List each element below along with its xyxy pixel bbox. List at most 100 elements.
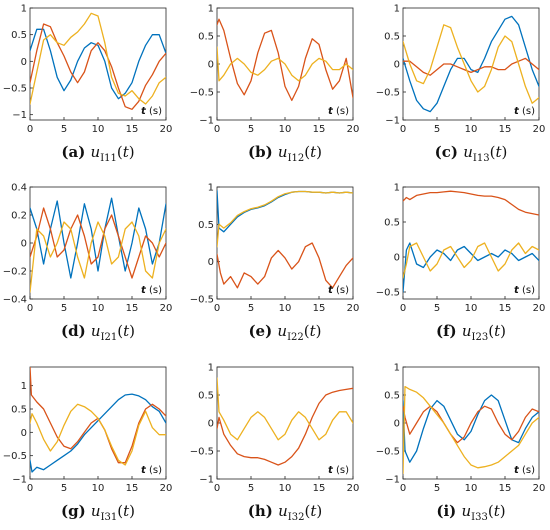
subplot-caption: (a) uI11(t) xyxy=(61,143,134,164)
y-tick-label: −0.5 xyxy=(376,447,400,458)
y-tick-label: 0.4 xyxy=(11,183,27,194)
axis-annotation: t (s) xyxy=(328,106,349,117)
y-tick-label: −1 xyxy=(385,116,400,127)
axis-annotation: t (s) xyxy=(328,285,349,296)
subplot-caption: (e) uI22(t) xyxy=(248,322,321,343)
x-tick-label: 15 xyxy=(499,303,512,314)
x-tick-label: 5 xyxy=(248,124,254,135)
axis-annotation: t (s) xyxy=(141,465,162,476)
series-line-1 xyxy=(403,242,539,293)
series-line-2 xyxy=(217,46,353,82)
x-tick-label: 20 xyxy=(533,303,546,314)
subplot-d: 0 5 10 15 20 −0.4 −0.2 0 0.2 0.4 t (s) (d) uI21(t) xyxy=(3,183,173,344)
y-tick-label: −0.5 xyxy=(190,88,214,99)
x-tick-label: 15 xyxy=(126,483,139,494)
y-tick-label: −0.2 xyxy=(3,267,27,278)
axis-annotation: t (s) xyxy=(514,106,535,117)
axis-annotation: t (s) xyxy=(141,106,162,117)
y-tick-label: −1 xyxy=(199,116,214,127)
series-line-2 xyxy=(217,377,353,441)
subplot-i: 0 5 10 15 20 −1 −0.5 0 0.5 1 t (s) (i) uI33(t) xyxy=(376,363,546,524)
y-tick-label: 0.5 xyxy=(11,405,27,416)
x-tick-label: 20 xyxy=(533,124,546,135)
series-line-1 xyxy=(217,18,353,102)
subplot-g: 0 5 10 15 20 −1 −0.5 0 0.5 1 t (s) (g) uI31(t) xyxy=(3,366,173,523)
subplot-caption: (h) uI32(t) xyxy=(248,502,322,523)
series-line-1 xyxy=(217,387,353,466)
x-tick-label: 15 xyxy=(499,124,512,135)
subplot-caption: (c) uI13(t) xyxy=(435,143,508,164)
x-tick-label: 5 xyxy=(434,483,440,494)
axis-annotation: t (s) xyxy=(328,465,349,476)
x-tick-label: 0 xyxy=(400,483,406,494)
x-tick-label: 10 xyxy=(465,483,478,494)
series-line-2 xyxy=(30,367,166,464)
series-line-3 xyxy=(403,242,539,279)
x-tick-label: 15 xyxy=(313,483,326,494)
y-tick-label: 1 xyxy=(394,183,400,194)
x-tick-label: 0 xyxy=(27,303,33,314)
y-tick-label: 0.5 xyxy=(198,391,214,402)
subplot-b: 0 5 10 15 20 −1 −0.5 0 0.5 1 t (s) (b) uI12(t) xyxy=(190,4,360,165)
x-tick-label: 10 xyxy=(465,124,478,135)
series-line-2 xyxy=(403,190,539,216)
x-tick-label: 20 xyxy=(533,483,546,494)
y-tick-label: 1 xyxy=(208,363,214,374)
series-line-2 xyxy=(30,207,166,279)
series-line-2 xyxy=(30,23,166,110)
x-tick-label: 10 xyxy=(465,303,478,314)
y-tick-label: 0 xyxy=(394,253,400,264)
y-tick-label: 1 xyxy=(208,183,214,194)
y-tick-label: −1 xyxy=(385,475,400,486)
axes-box xyxy=(216,186,354,300)
x-tick-label: 0 xyxy=(27,483,33,494)
y-tick-label: 0 xyxy=(21,428,27,439)
series-line-3 xyxy=(30,221,166,293)
y-tick-label: −0.5 xyxy=(190,295,214,306)
y-tick-label: −0.5 xyxy=(190,447,214,458)
y-tick-label: 0.5 xyxy=(11,30,27,41)
series-line-1 xyxy=(30,393,166,473)
subplot-caption: (g) uI31(t) xyxy=(61,502,135,523)
y-tick-label: 0.5 xyxy=(384,32,400,43)
x-tick-label: 0 xyxy=(214,483,220,494)
subplot-f: 0 5 10 15 20−0.500.51t (s)(f) uI23(t) xyxy=(376,183,546,344)
y-tick-label: 1 xyxy=(394,363,400,374)
axis-annotation: t (s) xyxy=(514,285,535,296)
x-tick-label: 20 xyxy=(347,124,360,135)
x-tick-label: 20 xyxy=(160,483,173,494)
y-tick-label: 0 xyxy=(208,257,214,268)
y-tick-label: 1 xyxy=(208,4,214,15)
x-tick-label: 5 xyxy=(61,483,67,494)
x-tick-label: 5 xyxy=(434,124,440,135)
x-tick-label: 5 xyxy=(61,303,67,314)
x-tick-label: 15 xyxy=(313,124,326,135)
x-tick-label: 0 xyxy=(27,124,33,135)
subplot-caption: (i) uI33(t) xyxy=(436,502,505,523)
subplot-e: 0 5 10 15 20−0.500.51t (s)(e) uI22(t) xyxy=(190,183,360,344)
x-tick-label: 15 xyxy=(313,303,326,314)
x-tick-label: 5 xyxy=(248,303,254,314)
series-line-3 xyxy=(403,385,539,475)
y-tick-label: −0.5 xyxy=(3,451,27,462)
series-line-3 xyxy=(217,190,353,248)
series-line-1 xyxy=(30,28,166,100)
y-tick-label: −0.4 xyxy=(3,295,27,306)
series-line-1 xyxy=(217,190,353,233)
y-tick-label: 0.5 xyxy=(384,391,400,402)
x-tick-label: 0 xyxy=(400,124,406,135)
x-tick-label: 10 xyxy=(279,483,292,494)
x-tick-label: 15 xyxy=(126,303,139,314)
x-tick-label: 15 xyxy=(499,483,512,494)
series-line-3 xyxy=(30,12,166,105)
x-tick-label: 20 xyxy=(347,483,360,494)
x-tick-label: 5 xyxy=(434,303,440,314)
y-tick-label: 0.2 xyxy=(11,211,27,222)
y-tick-label: 1 xyxy=(394,4,400,15)
y-tick-label: 0 xyxy=(394,60,400,71)
series-line-3 xyxy=(30,403,166,466)
y-tick-label: −0.5 xyxy=(3,84,27,95)
y-tick-label: 0.5 xyxy=(384,218,400,229)
series-line-1 xyxy=(30,197,166,279)
